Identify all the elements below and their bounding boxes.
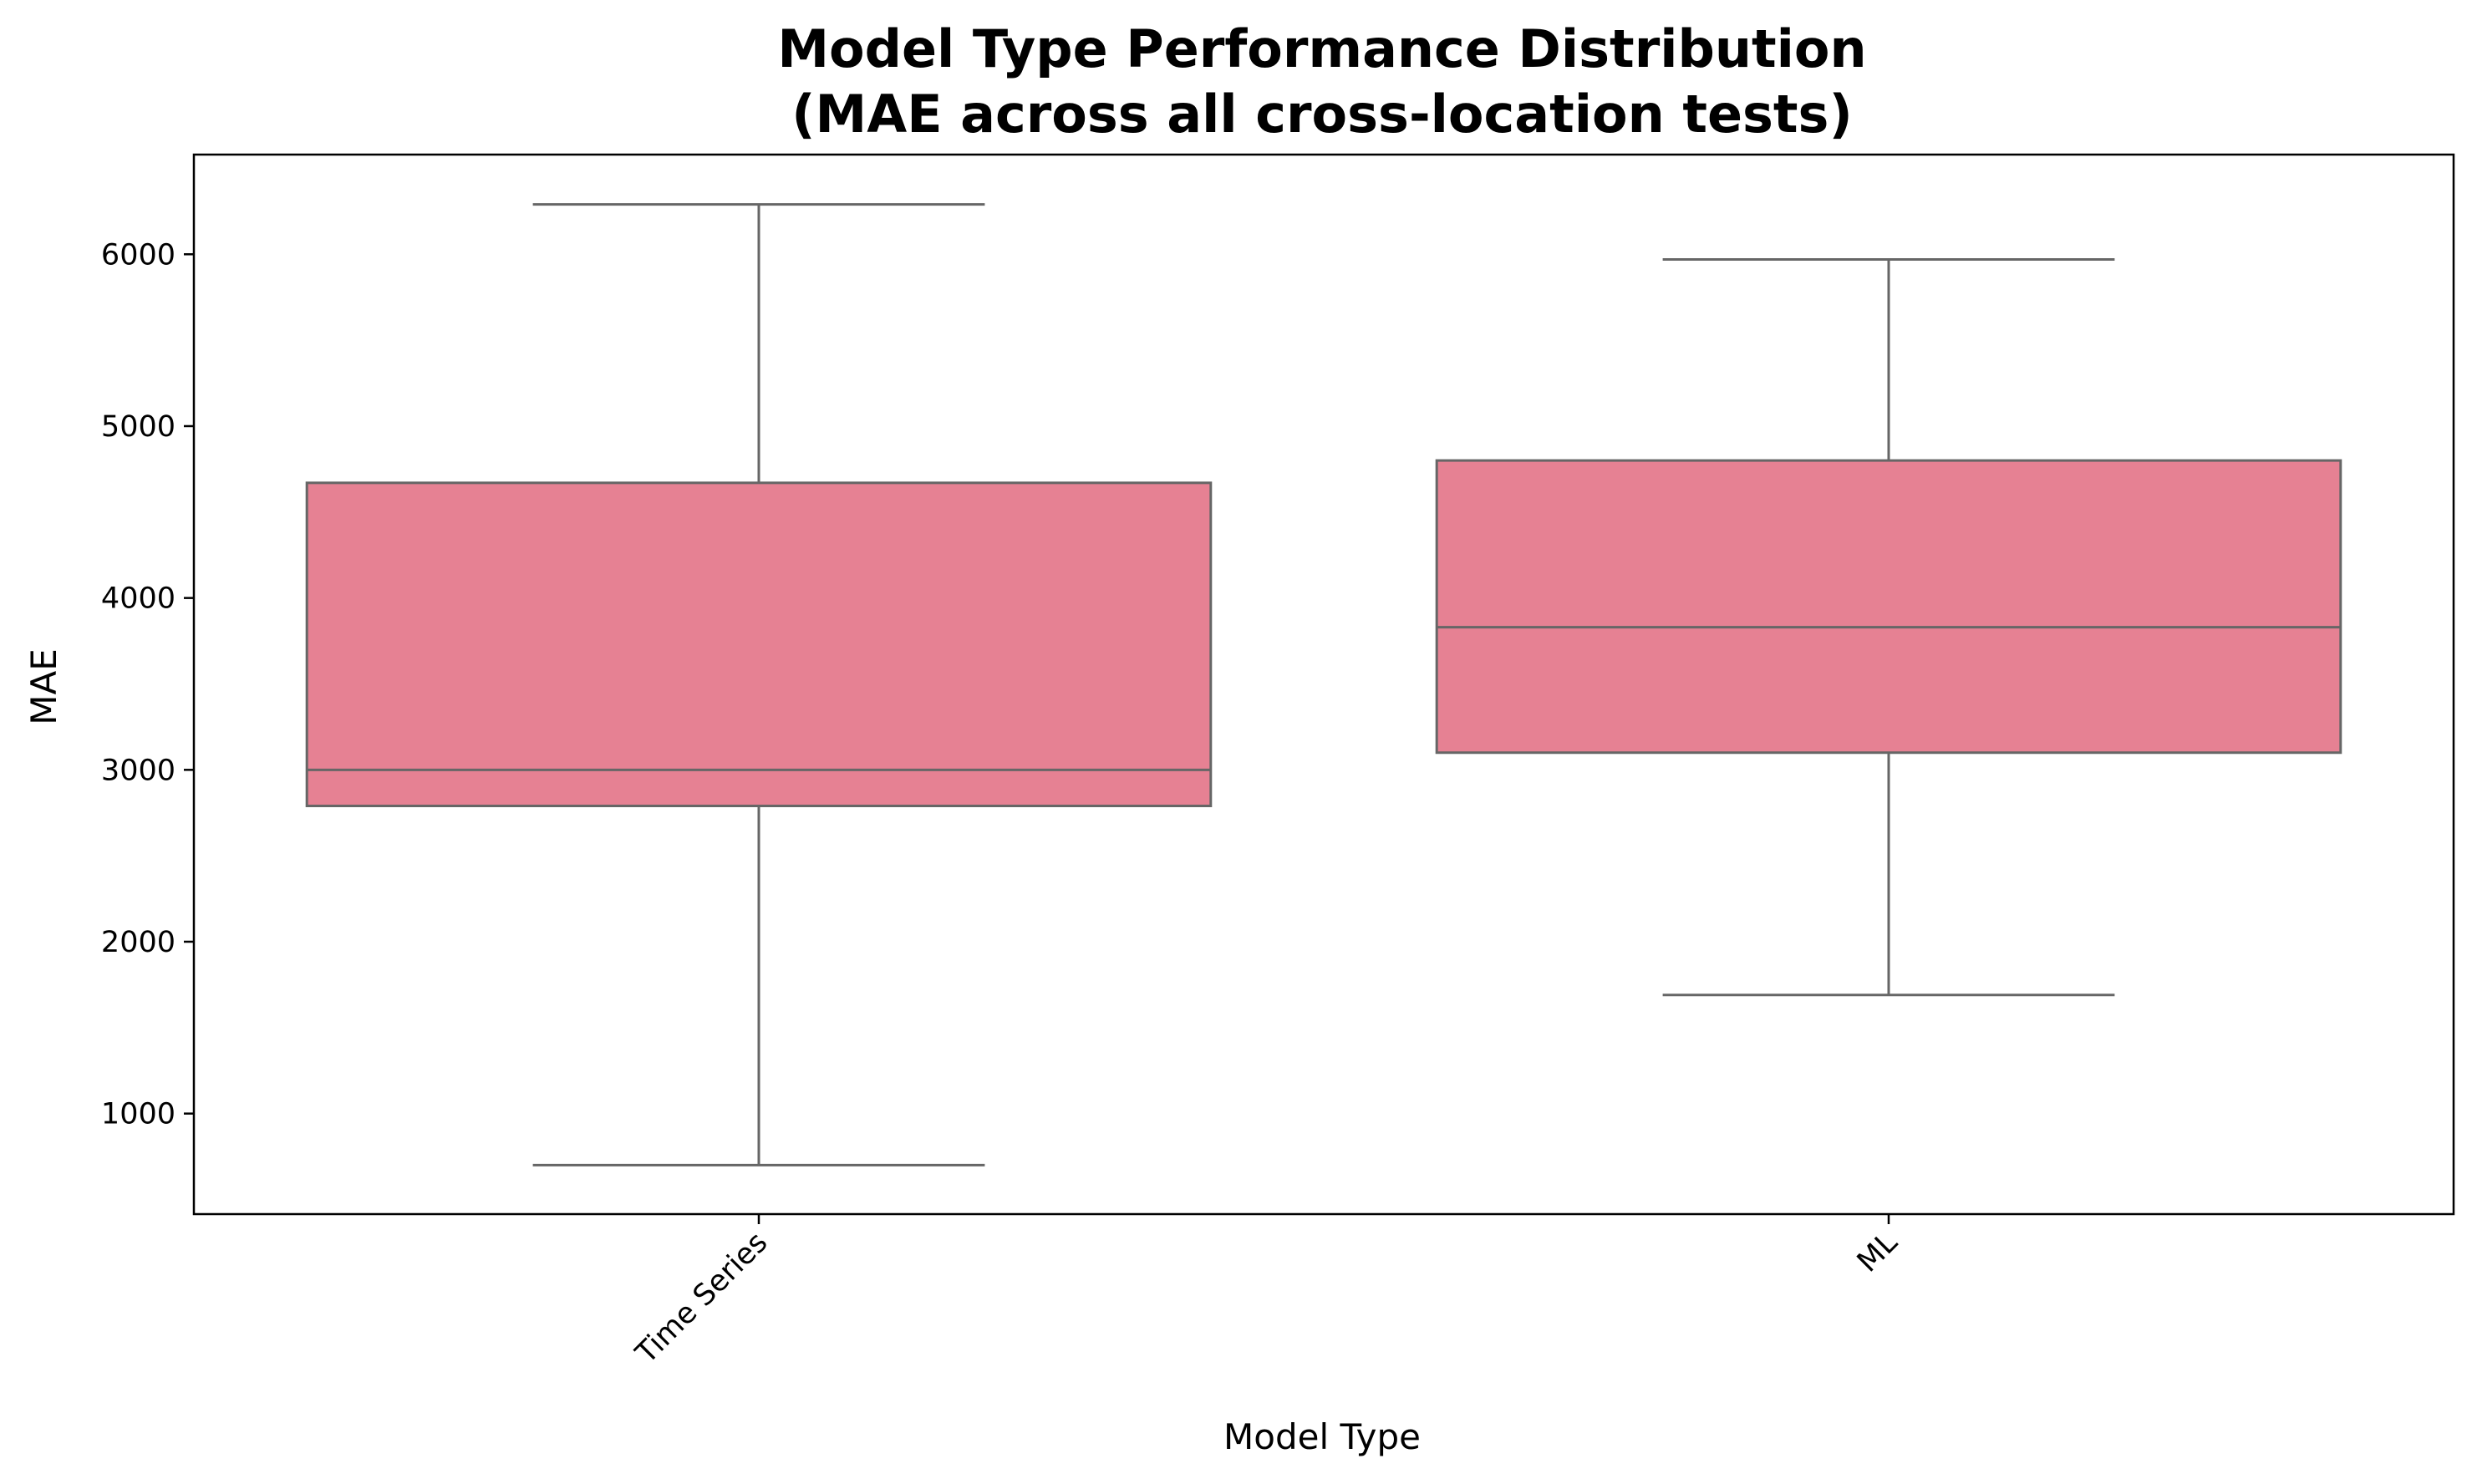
box-1 bbox=[1435, 257, 2342, 997]
plot-area: 1000 2000 3000 4000 5000 6000 Time Series ML bbox=[101, 153, 2455, 1371]
y-tick-label: 6000 bbox=[101, 238, 175, 272]
y-tick-label: 1000 bbox=[101, 1098, 175, 1131]
y-axis-label: MAE bbox=[23, 648, 64, 725]
x-tick-label: Time Series bbox=[629, 1226, 775, 1371]
x-tick-label: ML bbox=[1851, 1226, 1905, 1279]
y-tick-label: 4000 bbox=[101, 582, 175, 616]
chart-title: Model Type Performance Distribution (MAE… bbox=[777, 18, 1866, 145]
chart-title-line-1: Model Type Performance Distribution bbox=[777, 18, 1866, 79]
y-tick-label: 5000 bbox=[101, 410, 175, 444]
y-tick-label: 2000 bbox=[101, 926, 175, 959]
y-tick-label: 3000 bbox=[101, 754, 175, 787]
x-axis-label: Model Type bbox=[1223, 1416, 1421, 1457]
iqr-box bbox=[305, 481, 1213, 808]
iqr-box bbox=[1435, 459, 2342, 755]
box-0 bbox=[305, 203, 1213, 1166]
axes-frame bbox=[192, 153, 2455, 1216]
chart-title-line-2: (MAE across all cross-location tests) bbox=[791, 84, 1853, 145]
